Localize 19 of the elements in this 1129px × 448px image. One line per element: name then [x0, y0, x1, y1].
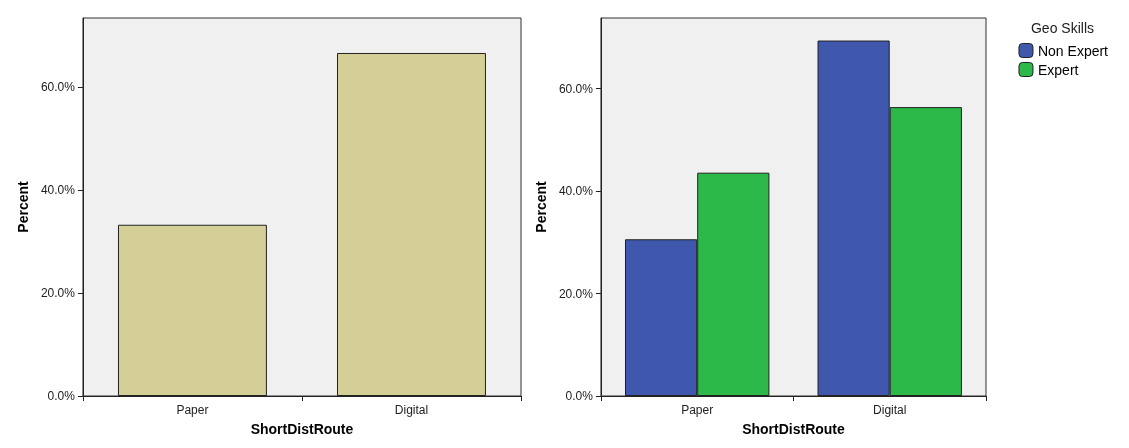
y-axis-title: Percent — [15, 180, 31, 233]
y-tick-label: 40.0% — [558, 184, 594, 199]
x-axis-title: ShortDistRoute — [742, 421, 845, 437]
legend-label: Expert — [1037, 61, 1079, 78]
x-tick-label: Digital — [394, 403, 429, 417]
x-tick-label: Paper — [176, 403, 209, 417]
legend-label: Non Expert — [1037, 42, 1109, 59]
y-tick-label: 40.0% — [40, 183, 76, 198]
y-axis-title: Percent — [533, 180, 549, 233]
y-tick-label: 0.0% — [565, 389, 594, 403]
y-tick-label: 0.0% — [47, 389, 76, 403]
y-tick-label: 60.0% — [40, 80, 76, 95]
y-tick-label: 60.0% — [558, 81, 594, 96]
y-tick-label: 20.0% — [558, 286, 594, 301]
x-axis-title: ShortDistRoute — [250, 421, 354, 437]
legend-title: Geo Skills — [1030, 20, 1095, 36]
x-tick-label: Paper — [681, 403, 714, 417]
x-tick-label: Digital — [873, 403, 907, 417]
y-tick-label: 20.0% — [40, 286, 76, 301]
